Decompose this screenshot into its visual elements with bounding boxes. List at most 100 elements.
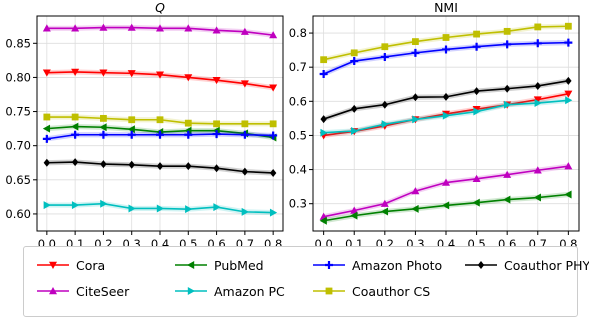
series-amazon-pc bbox=[43, 199, 278, 217]
point-coauthor-cs bbox=[320, 56, 328, 64]
y-tick-label: 0.5 bbox=[289, 128, 307, 142]
series-coauthor-phy bbox=[43, 158, 277, 177]
legend-label: PubMed bbox=[214, 257, 264, 273]
point-coauthor-phy bbox=[534, 81, 541, 90]
point-amazon-photo bbox=[240, 130, 249, 139]
point-coauthor-phy bbox=[412, 93, 419, 102]
point-pubmed bbox=[564, 190, 572, 199]
y-tick-label: 0.75 bbox=[5, 105, 31, 119]
point-coauthor-cs bbox=[43, 113, 51, 121]
point-amazon-pc bbox=[442, 111, 450, 120]
legend-item-amazon-pc: Amazon PC bbox=[174, 282, 285, 300]
point-pubmed bbox=[71, 122, 79, 131]
point-coauthor-phy bbox=[503, 84, 511, 93]
point-amazon-pc bbox=[43, 201, 51, 210]
point-cora bbox=[240, 80, 249, 88]
y-tick-label: 0.8 bbox=[289, 26, 307, 40]
legend-label: CiteSeer bbox=[76, 283, 130, 299]
point-amazon-pc bbox=[412, 115, 420, 124]
point-coauthor-cs bbox=[503, 27, 511, 35]
legend-swatch-citeseer bbox=[37, 287, 69, 295]
point-coauthor-cs bbox=[412, 38, 419, 45]
point-amazon-photo bbox=[442, 45, 450, 54]
point-pubmed bbox=[442, 201, 450, 210]
legend-swatch-amazon-photo bbox=[313, 261, 345, 269]
series-pubmed bbox=[319, 190, 572, 225]
point-amazon-photo bbox=[472, 42, 481, 51]
point-coauthor-phy bbox=[241, 167, 249, 176]
point-amazon-photo bbox=[156, 130, 164, 139]
panel-1: 0.600.650.700.750.800.850.0 0.1 0.2 0.3 0.4 0… bbox=[5, 0, 284, 251]
legend-item-amazon-photo: Amazon Photo bbox=[312, 256, 442, 274]
point-amazon-photo bbox=[503, 40, 512, 49]
point-amazon-pc bbox=[565, 96, 573, 105]
point-amazon-pc bbox=[473, 107, 481, 116]
point-coauthor-phy bbox=[100, 160, 107, 169]
point-amazon-photo bbox=[42, 134, 51, 143]
point-coauthor-phy bbox=[320, 115, 327, 124]
point-amazon-pc bbox=[351, 127, 359, 136]
point-coauthor-phy bbox=[185, 162, 192, 171]
y-tick-label: 0.7 bbox=[289, 60, 307, 74]
series-coauthor-cs bbox=[43, 113, 277, 128]
y-tick-label: 0.6 bbox=[289, 94, 307, 108]
point-coauthor-cs bbox=[350, 49, 358, 57]
legend-marker bbox=[477, 261, 485, 269]
point-amazon-photo bbox=[564, 38, 573, 47]
point-cora bbox=[156, 71, 164, 79]
point-coauthor-cs bbox=[184, 119, 192, 127]
legend-marker bbox=[187, 287, 195, 295]
point-cora bbox=[269, 84, 278, 92]
point-amazon-pc bbox=[269, 208, 278, 217]
point-pubmed bbox=[319, 216, 327, 225]
point-cora bbox=[533, 96, 542, 104]
point-pubmed bbox=[503, 195, 511, 204]
panel-title: NMI bbox=[434, 0, 458, 15]
legend-label: Amazon PC bbox=[214, 283, 285, 299]
point-cora bbox=[127, 70, 136, 78]
legend-marker bbox=[187, 261, 195, 269]
point-amazon-pc bbox=[213, 203, 221, 212]
legend-label: Amazon Photo bbox=[352, 257, 443, 273]
series-citeseer bbox=[42, 23, 278, 39]
point-coauthor-cs bbox=[269, 120, 277, 128]
series-coauthor-phy bbox=[320, 76, 572, 124]
legend-item-coauthor-phy: Coauthor PHY bbox=[464, 256, 589, 274]
legend-marker bbox=[325, 261, 333, 269]
point-coauthor-phy bbox=[565, 76, 572, 85]
point-citeseer bbox=[472, 174, 481, 182]
legend-swatch-cora bbox=[37, 261, 69, 269]
legend-swatch-amazon-pc bbox=[175, 287, 207, 295]
point-coauthor-phy bbox=[156, 162, 164, 171]
point-amazon-pc bbox=[185, 205, 193, 214]
point-coauthor-cs bbox=[128, 116, 136, 124]
point-citeseer bbox=[212, 26, 221, 34]
point-amazon-pc bbox=[320, 128, 328, 137]
point-coauthor-phy bbox=[269, 168, 277, 177]
legend-label: Coauthor PHY bbox=[504, 257, 589, 273]
point-citeseer bbox=[564, 162, 573, 170]
legend-marker bbox=[325, 287, 333, 295]
legend-swatch-pubmed bbox=[175, 261, 207, 269]
legend-marker bbox=[49, 287, 57, 295]
point-pubmed bbox=[184, 126, 192, 135]
point-pubmed bbox=[380, 207, 389, 216]
point-pubmed bbox=[533, 193, 541, 202]
legend: Cora PubMed Amazon Photo Coauthor PHY CiteSe… bbox=[23, 246, 589, 317]
point-citeseer bbox=[411, 187, 420, 195]
y-tick-label: 0.70 bbox=[5, 139, 31, 153]
point-coauthor-cs bbox=[534, 23, 542, 31]
point-coauthor-cs bbox=[71, 113, 79, 121]
series-cora bbox=[42, 68, 278, 92]
legend-swatch-coauthor-phy bbox=[465, 261, 497, 269]
point-coauthor-phy bbox=[213, 164, 220, 173]
point-coauthor-phy bbox=[351, 104, 358, 113]
point-amazon-photo bbox=[350, 57, 359, 66]
point-coauthor-cs bbox=[381, 43, 389, 51]
point-coauthor-cs bbox=[156, 116, 164, 124]
legend-swatch-coauthor-cs bbox=[313, 287, 345, 295]
point-cora bbox=[42, 69, 51, 77]
point-amazon-photo bbox=[269, 131, 278, 140]
point-citeseer bbox=[350, 206, 359, 214]
point-amazon-photo bbox=[212, 130, 221, 139]
